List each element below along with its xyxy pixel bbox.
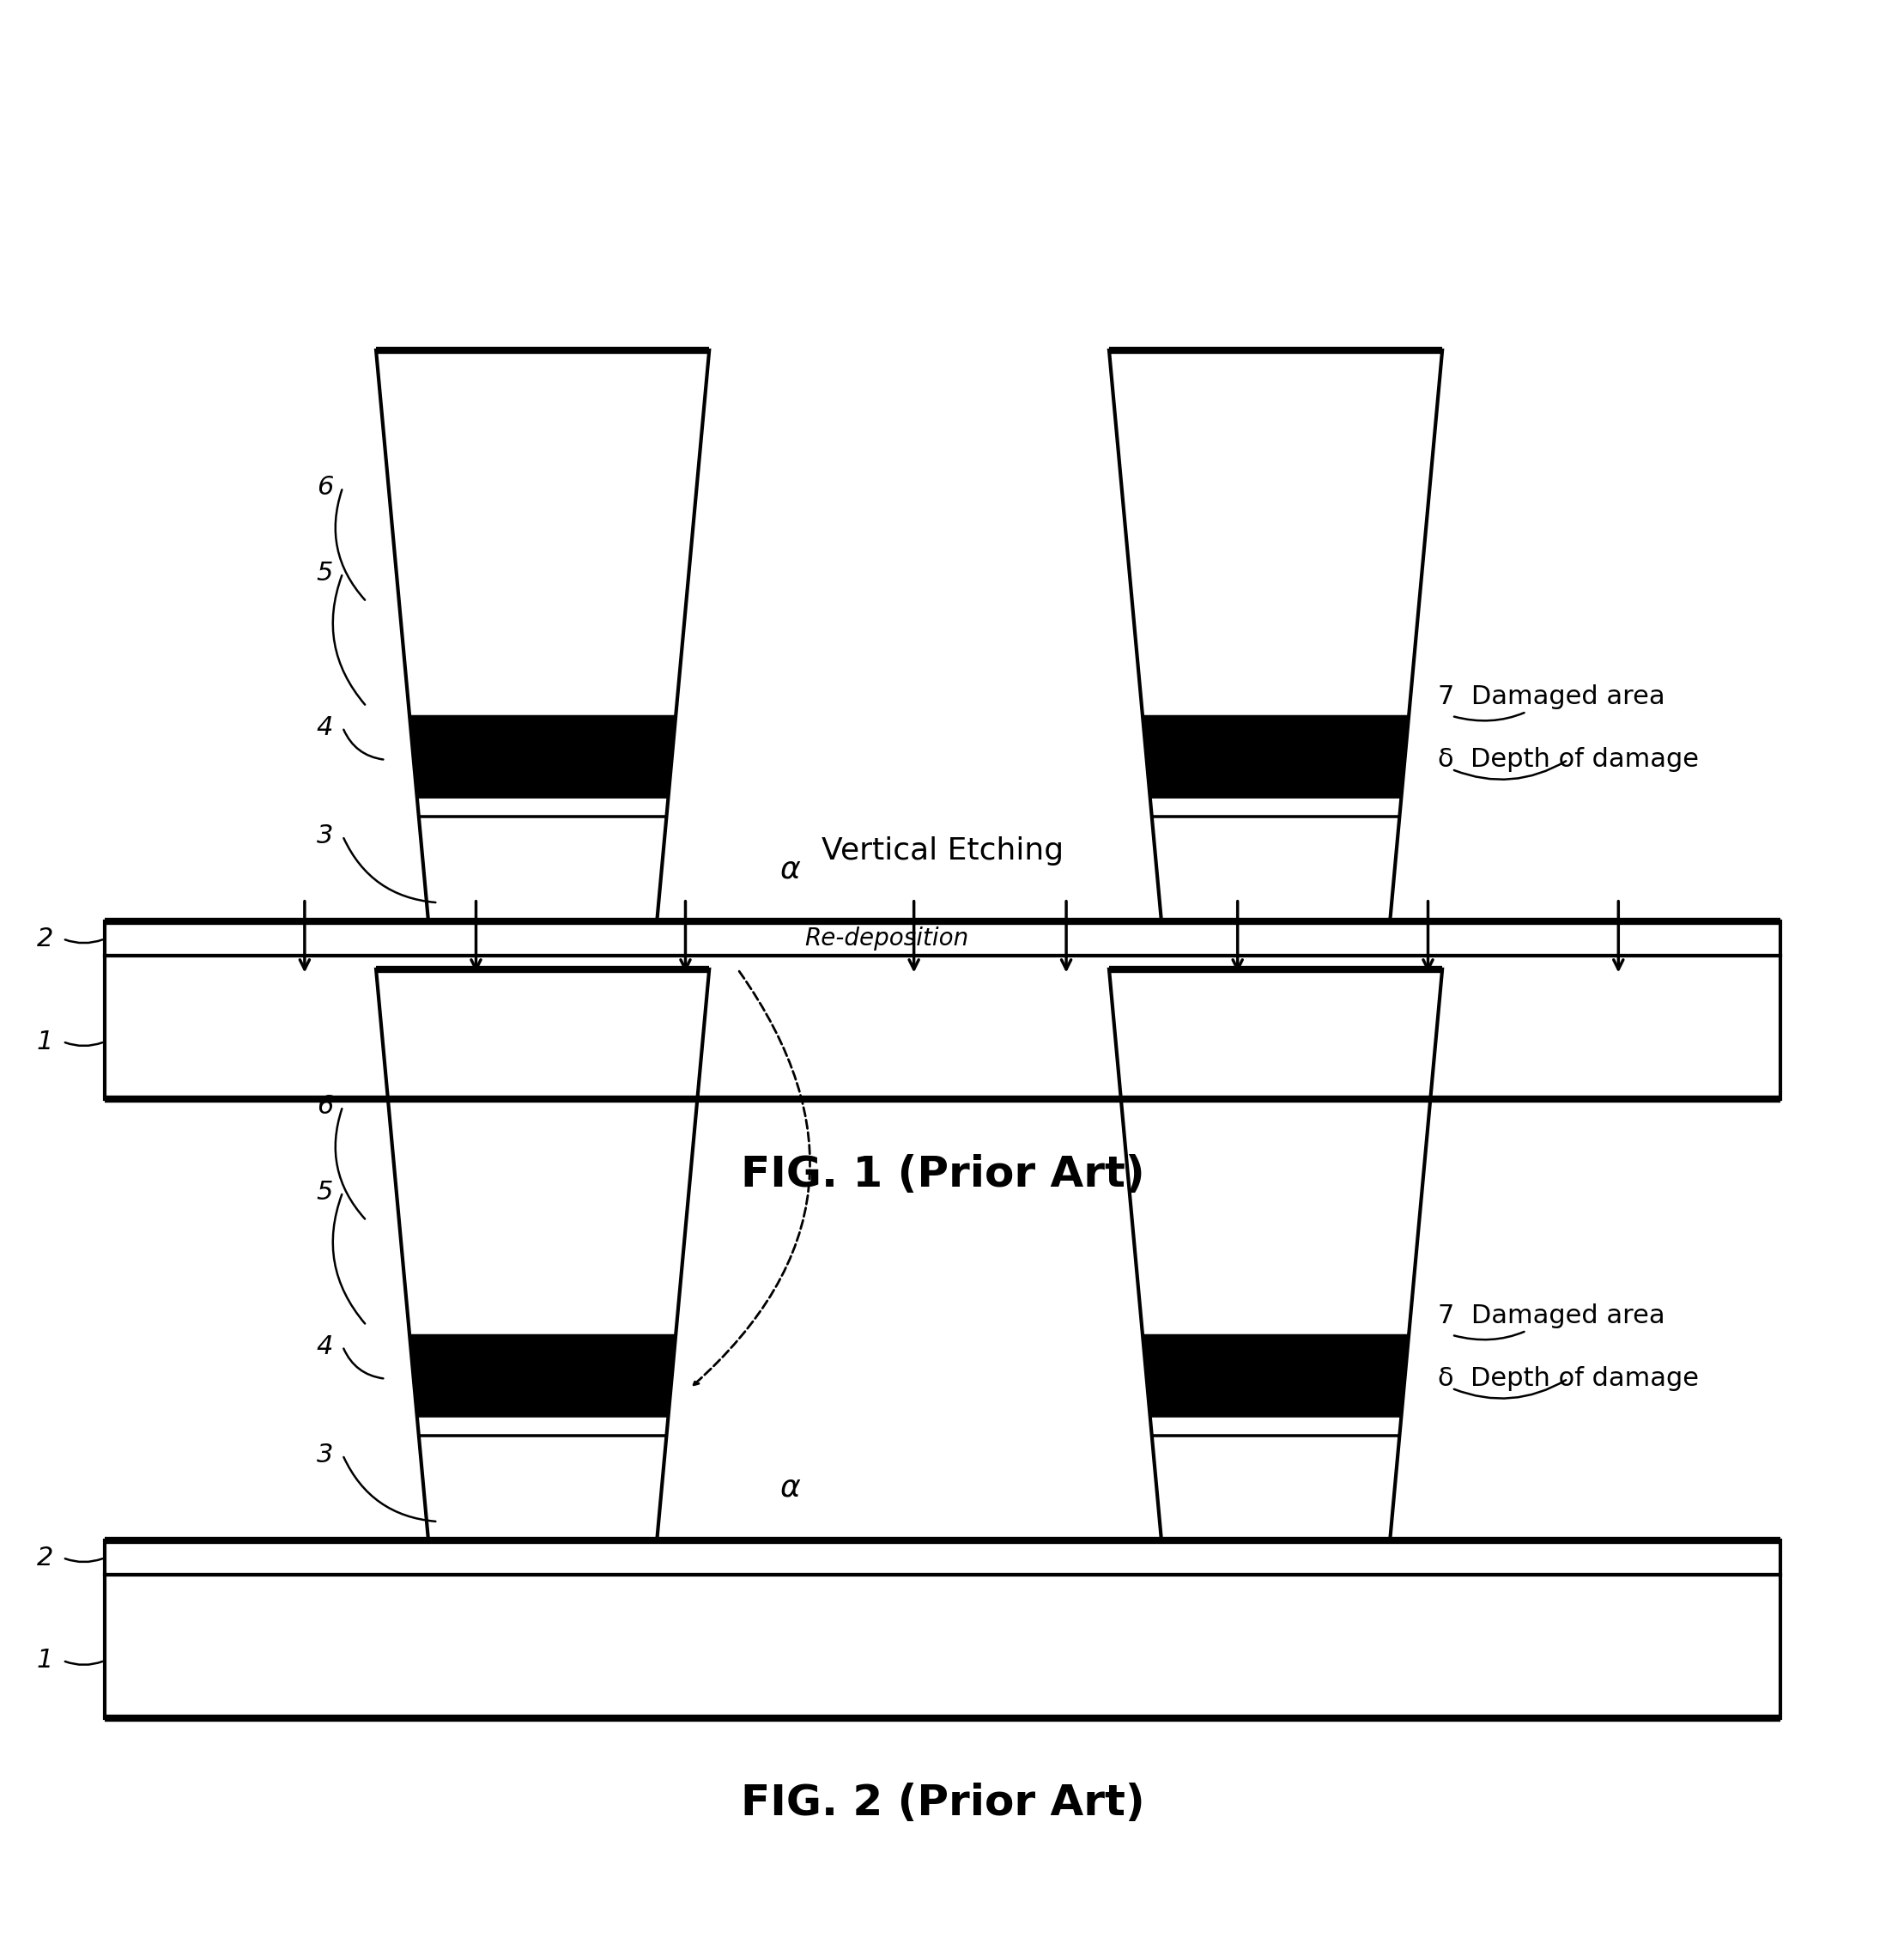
Polygon shape [409, 1336, 676, 1388]
Polygon shape [105, 1541, 1780, 1576]
Polygon shape [1148, 770, 1403, 798]
Text: 2: 2 [36, 926, 53, 952]
Polygon shape [105, 1576, 1780, 1718]
Text: 4: 4 [316, 716, 333, 739]
Text: $\alpha$: $\alpha$ [779, 1474, 802, 1503]
Polygon shape [409, 716, 676, 770]
Text: 1: 1 [36, 1648, 53, 1673]
Text: δ  Depth of damage: δ Depth of damage [1438, 747, 1698, 780]
Text: 2: 2 [36, 1544, 53, 1570]
Polygon shape [415, 1388, 670, 1418]
Polygon shape [375, 351, 708, 922]
Text: 6: 6 [316, 1094, 333, 1119]
Polygon shape [415, 770, 670, 798]
Polygon shape [1108, 969, 1443, 1541]
Text: 6: 6 [316, 476, 333, 499]
Text: 3: 3 [316, 823, 333, 848]
Text: Re-deposition: Re-deposition [803, 926, 969, 950]
Text: Vertical Etching: Vertical Etching [821, 837, 1064, 866]
Polygon shape [1142, 716, 1409, 770]
Polygon shape [1142, 1336, 1409, 1388]
Text: FIG. 1 (Prior Art): FIG. 1 (Prior Art) [741, 1154, 1144, 1195]
Text: 7  Damaged area: 7 Damaged area [1438, 684, 1664, 722]
Text: 7  Damaged area: 7 Damaged area [1438, 1303, 1664, 1340]
Polygon shape [1148, 1388, 1403, 1418]
Text: 1: 1 [36, 1030, 53, 1055]
Polygon shape [1108, 351, 1443, 922]
Polygon shape [105, 956, 1780, 1098]
Polygon shape [105, 922, 1780, 956]
Text: 4: 4 [316, 1334, 333, 1359]
Text: 5: 5 [316, 1180, 333, 1205]
Text: $\alpha$: $\alpha$ [779, 854, 802, 883]
Text: 5: 5 [316, 562, 333, 585]
Text: FIG. 2 (Prior Art): FIG. 2 (Prior Art) [741, 1782, 1144, 1823]
Polygon shape [375, 969, 708, 1541]
Text: 3: 3 [316, 1443, 333, 1468]
Text: δ  Depth of damage: δ Depth of damage [1438, 1367, 1698, 1398]
